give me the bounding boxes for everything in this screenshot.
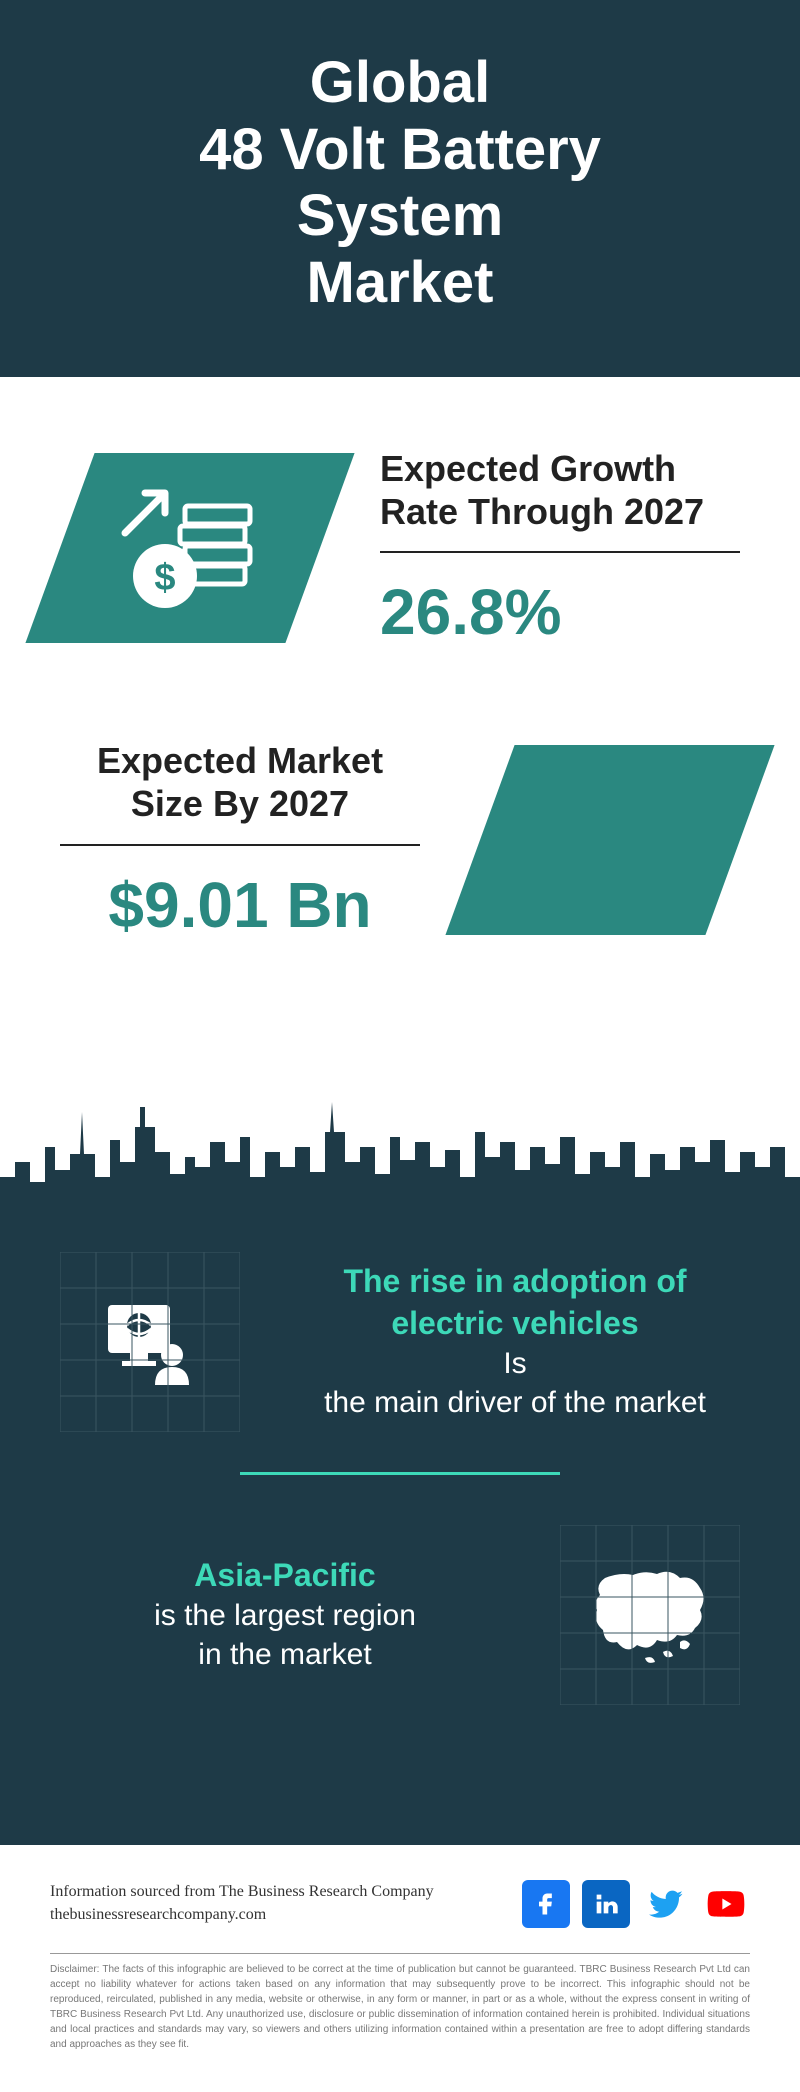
- stats-section: $ Expected Growth Rate Through 2027 26.8…: [0, 377, 800, 1092]
- linkedin-icon[interactable]: [582, 1880, 630, 1928]
- region-highlight: Asia-Pacific: [60, 1555, 510, 1597]
- region-sub1: is the largest region: [154, 1599, 416, 1632]
- driver-icon-box: [60, 1252, 240, 1432]
- header-banner: Global 48 Volt Battery System Market: [0, 0, 800, 377]
- insight-divider: [240, 1472, 560, 1475]
- money-growth-icon: $: [110, 478, 270, 618]
- market-size-text: Expected Market Size By 2027 $9.01 Bn: [60, 739, 420, 941]
- skyline-section: The rise in adoption of electric vehicle…: [0, 1092, 800, 1845]
- social-icons: [522, 1880, 750, 1928]
- disclaimer-text: Disclaimer: The facts of this infographi…: [50, 1962, 750, 2052]
- market-size-stat: Expected Market Size By 2027 $9.01 Bn: [60, 739, 740, 941]
- growth-rate-label: Expected Growth Rate Through 2027: [380, 447, 740, 533]
- driver-sub1: Is: [503, 1347, 526, 1380]
- region-text: Asia-Pacific is the largest region in th…: [60, 1555, 510, 1675]
- grid-pattern: [60, 1252, 240, 1432]
- market-size-label: Expected Market Size By 2027: [60, 739, 420, 825]
- market-size-shape: [445, 745, 774, 935]
- growth-rate-text: Expected Growth Rate Through 2027 26.8%: [380, 447, 740, 649]
- source-attribution: Information sourced from The Business Re…: [50, 1881, 434, 1926]
- driver-insight: The rise in adoption of electric vehicle…: [60, 1252, 740, 1432]
- main-title: Global 48 Volt Battery System Market: [30, 50, 770, 317]
- driver-sub2: the main driver of the market: [324, 1386, 706, 1419]
- disclaimer-section: Disclaimer: The facts of this infographi…: [0, 1953, 800, 2092]
- stat-divider: [60, 844, 420, 846]
- youtube-icon[interactable]: [702, 1880, 750, 1928]
- footer: Information sourced from The Business Re…: [0, 1845, 800, 1953]
- growth-rate-value: 26.8%: [380, 575, 740, 649]
- svg-text:$: $: [154, 557, 175, 599]
- region-sub2: in the market: [198, 1638, 371, 1671]
- insights-section: The rise in adoption of electric vehicle…: [0, 1212, 800, 1845]
- driver-highlight: The rise in adoption of electric vehicle…: [290, 1261, 740, 1344]
- city-skyline: [0, 1092, 800, 1212]
- market-size-value: $9.01 Bn: [60, 868, 420, 942]
- twitter-icon[interactable]: [642, 1880, 690, 1928]
- growth-icon-container: $: [25, 453, 354, 643]
- region-icon-box: [560, 1525, 740, 1705]
- disclaimer-divider: [50, 1953, 750, 1954]
- region-insight: Asia-Pacific is the largest region in th…: [60, 1525, 740, 1705]
- stat-divider: [380, 551, 740, 553]
- facebook-icon[interactable]: [522, 1880, 570, 1928]
- driver-text: The rise in adoption of electric vehicle…: [290, 1261, 740, 1422]
- grid-pattern: [560, 1525, 740, 1705]
- growth-rate-stat: $ Expected Growth Rate Through 2027 26.8…: [60, 447, 740, 649]
